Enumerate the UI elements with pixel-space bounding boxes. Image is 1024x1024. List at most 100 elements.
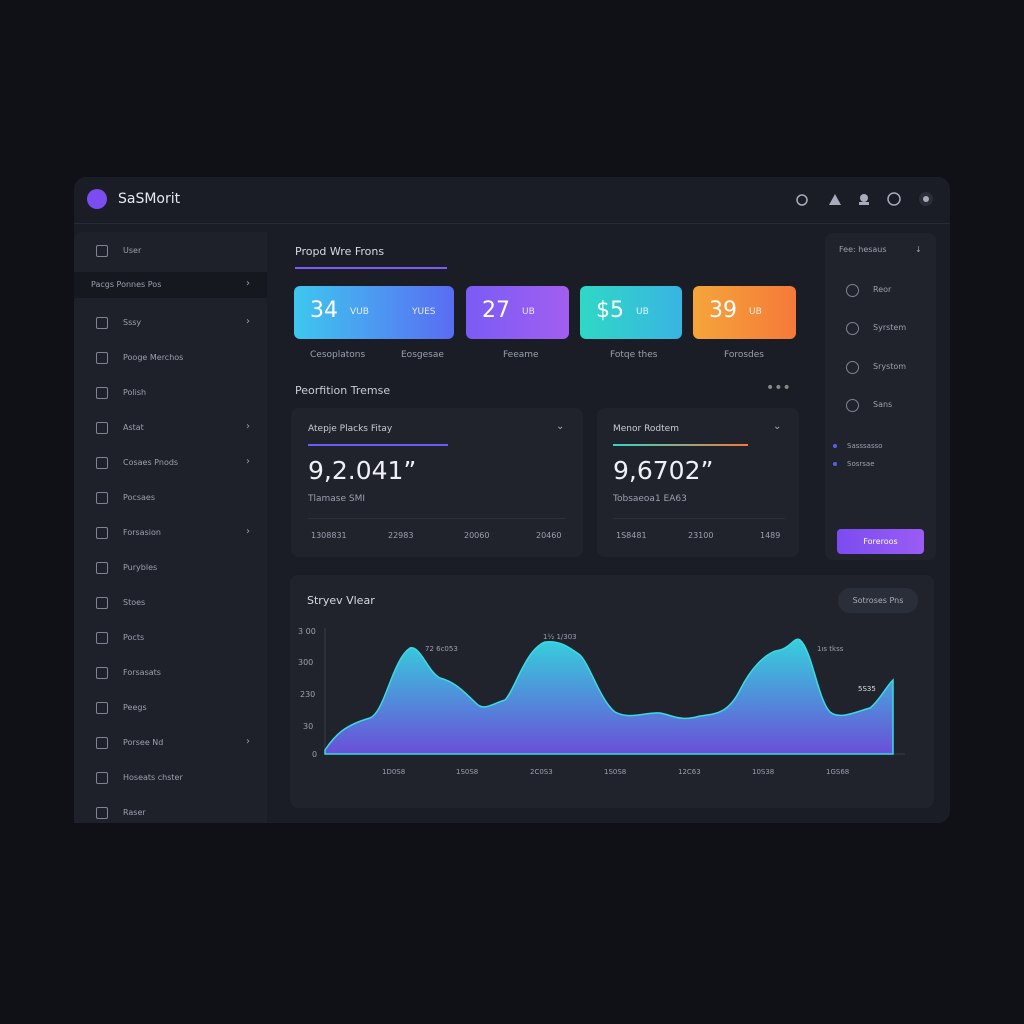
x-label: 1GS68 xyxy=(826,768,850,776)
nav-item[interactable]: Purybles xyxy=(123,563,158,572)
nav-item[interactable]: Sssy xyxy=(123,318,142,327)
kpi-label: Fotqe thes xyxy=(610,350,658,360)
nav-item[interactable]: User xyxy=(123,246,142,255)
nav-icon xyxy=(96,632,108,644)
chevron: › xyxy=(246,278,250,289)
nav-item[interactable]: Raser xyxy=(123,808,146,817)
nav-item[interactable]: Pocsaes xyxy=(123,493,155,502)
main-title: Propd Wre Frons xyxy=(295,245,385,258)
chart-button[interactable]: Sotroses Pns xyxy=(838,588,918,613)
logo xyxy=(87,189,107,209)
header-divider xyxy=(74,223,950,224)
nav-icon xyxy=(96,457,108,469)
x-label: 1S0S8 xyxy=(604,768,627,776)
divider xyxy=(308,518,566,519)
nav-item[interactable]: Cosaes Pnods xyxy=(123,458,179,467)
nav-item[interactable]: Forsasats xyxy=(123,668,161,677)
right-item[interactable]: Sans xyxy=(873,400,893,409)
nav-icon xyxy=(96,245,108,257)
annotation: 5S35 xyxy=(858,685,876,693)
x-label: 1S0S8 xyxy=(456,768,479,776)
divider xyxy=(613,518,785,519)
panel-underline xyxy=(613,444,748,446)
nav-icon xyxy=(96,422,108,434)
kpi-value: 39 xyxy=(709,298,737,323)
panel xyxy=(291,408,583,557)
kpi-value: $5 xyxy=(596,298,624,323)
dropdown[interactable]: ⌄ xyxy=(773,421,782,432)
right-toggle[interactable]: ↓ xyxy=(915,245,922,254)
legend-dot xyxy=(833,462,837,466)
active-row xyxy=(74,272,267,298)
chart-title: Stryev Vlear xyxy=(307,594,375,607)
right-item[interactable]: Reor xyxy=(873,285,892,294)
item-icon xyxy=(846,361,859,374)
kpi-value: 27 xyxy=(482,298,510,323)
brand: SaSMorit xyxy=(118,191,181,207)
nav-item[interactable]: Forsasion xyxy=(123,528,161,537)
more-menu[interactable]: ••• xyxy=(766,380,791,396)
y-label: 3 00 xyxy=(298,627,316,636)
kpi-label: Forosdes xyxy=(724,350,764,360)
legend-item: Sasssasso xyxy=(847,442,883,450)
panel-title: Menor Rodtem xyxy=(613,424,679,434)
nav-item[interactable]: Pooge Merchos xyxy=(123,353,184,362)
chevron: › xyxy=(246,421,250,432)
item-icon xyxy=(846,284,859,297)
area-chart xyxy=(324,628,905,755)
nav-item[interactable]: Stoes xyxy=(123,598,146,607)
nav-item[interactable]: Pocts xyxy=(123,633,145,642)
nav-icon xyxy=(96,807,108,819)
right-item[interactable]: Syrstem xyxy=(873,323,907,332)
panel-tick: 1S8481 xyxy=(616,531,647,540)
right-item[interactable]: Srystom xyxy=(873,362,907,371)
annotation: 72 6c053 xyxy=(425,645,458,653)
dropdown[interactable]: ⌄ xyxy=(556,421,565,432)
legend-dot xyxy=(833,444,837,448)
panel-tick: 22983 xyxy=(388,531,414,540)
nav-item[interactable]: Hoseats chster xyxy=(123,773,183,782)
annotation: 1ıs tkss xyxy=(817,645,844,653)
nav-item[interactable]: Astat xyxy=(123,423,144,432)
panel xyxy=(597,408,799,557)
nav-icon xyxy=(96,702,108,714)
nav-icon xyxy=(96,387,108,399)
panel-tick: 1489 xyxy=(760,531,781,540)
chevron: › xyxy=(246,736,250,747)
nav-item[interactable]: Polish xyxy=(123,388,147,397)
kpi-label: Cesoplatons xyxy=(310,350,366,360)
item-icon xyxy=(846,399,859,412)
kpi-card[interactable]: 27 UB xyxy=(466,286,569,339)
y-label: 230 xyxy=(300,690,316,699)
nav-icon xyxy=(96,317,108,329)
right-panel xyxy=(825,233,936,560)
nav-icon xyxy=(96,737,108,749)
x-label: 12C63 xyxy=(678,768,701,776)
annotation: 1½ 1/303 xyxy=(543,633,577,641)
right-button[interactable]: Foreroos xyxy=(837,529,924,554)
kpi-card[interactable]: $5 UB xyxy=(580,286,682,339)
panel-caption: Tobsaeoa1 EA63 xyxy=(613,494,687,504)
y-label: 30 xyxy=(303,722,314,731)
kpi-unit: UB xyxy=(522,307,535,317)
kpi-card[interactable]: 34 VUB YUES xyxy=(294,286,454,339)
kpi-label: Eosgesae xyxy=(401,350,444,360)
kpi-card[interactable]: 39 UB xyxy=(693,286,796,339)
kpi-unit: VUB xyxy=(350,307,369,317)
nav-icon xyxy=(96,667,108,679)
header-icons[interactable] xyxy=(790,188,940,212)
nav-icon xyxy=(96,597,108,609)
panel-tick: 20060 xyxy=(464,531,490,540)
kpi-unit: UB xyxy=(636,307,649,317)
nav-icon xyxy=(96,562,108,574)
kpi-unit: UB xyxy=(749,307,762,317)
nav-item[interactable]: Pacgs Ponnes Pos xyxy=(91,280,162,289)
chevron: › xyxy=(246,316,250,327)
nav-item[interactable]: Peegs xyxy=(123,703,147,712)
panel-title: Atepje Placks Fitay xyxy=(308,424,393,434)
chevron: › xyxy=(246,456,250,467)
nav-icon xyxy=(96,352,108,364)
x-label: 10S38 xyxy=(752,768,775,776)
nav-item[interactable]: Porsee Nd xyxy=(123,738,164,747)
